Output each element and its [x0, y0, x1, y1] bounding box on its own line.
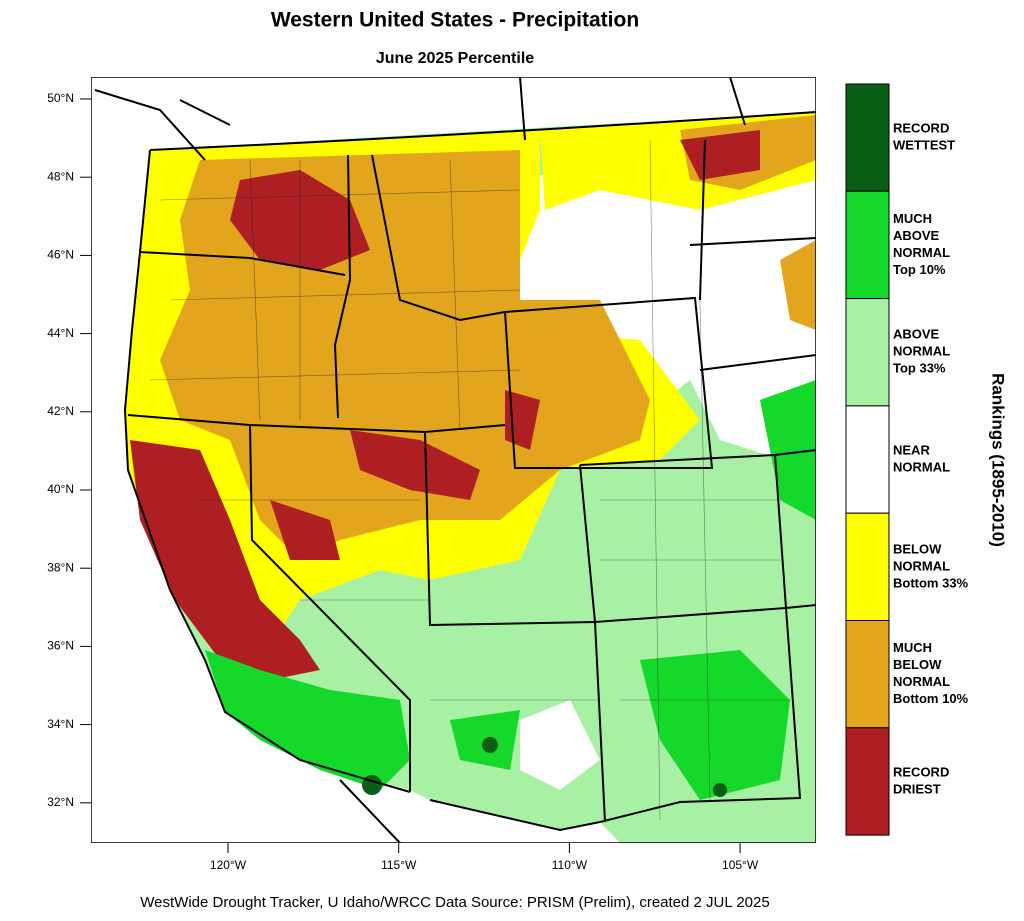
legend-swatch	[845, 727, 890, 836]
lat-label: 44°N	[47, 326, 74, 340]
legend-swatch	[845, 405, 890, 514]
legend-label: BELOW	[893, 657, 942, 672]
lat-label: 48°N	[47, 169, 74, 183]
legend-label: NORMAL	[893, 459, 950, 474]
legend-label: DRIEST	[893, 781, 941, 796]
legend-label: NEAR	[893, 442, 930, 457]
lat-label: 38°N	[47, 560, 74, 574]
legend-swatch	[845, 190, 890, 300]
legend-swatch	[845, 620, 890, 729]
lon-label: 115°W	[381, 858, 417, 872]
legend-label: NORMAL	[893, 674, 950, 689]
legend-label: MUCH	[893, 640, 932, 655]
lon-label: 110°W	[552, 858, 588, 872]
legend-label: BELOW	[893, 541, 942, 556]
lat-label: 42°N	[47, 404, 74, 418]
legend-label: MUCH	[893, 211, 932, 226]
legend-label: Top 10%	[893, 262, 946, 277]
legend-label: Bottom 33%	[893, 575, 969, 590]
legend-label: ABOVE	[893, 327, 940, 342]
lat-label: 40°N	[47, 482, 74, 496]
lat-label: 36°N	[47, 639, 74, 653]
legend-title: Rankings (1895-2010)	[989, 373, 1008, 547]
title: Western United States - Precipitation	[271, 9, 639, 32]
lat-label: 34°N	[47, 717, 74, 731]
legend-label: NORMAL	[893, 245, 950, 260]
footer: WestWide Drought Tracker, U Idaho/WRCC D…	[140, 894, 769, 911]
lon-label: 105°W	[722, 858, 759, 872]
subtitle: June 2025 Percentile	[376, 50, 534, 67]
map	[91, 77, 816, 843]
lon-label: 120°W	[210, 858, 247, 872]
legend-label: NORMAL	[893, 558, 950, 573]
lat-label: 46°N	[47, 248, 74, 262]
lat-label: 50°N	[47, 91, 74, 105]
legend-swatch	[845, 512, 890, 622]
legend-label: Bottom 10%	[893, 691, 969, 706]
lat-label: 32°N	[47, 795, 74, 809]
legend-label: WETTEST	[893, 138, 955, 153]
legend-swatch	[845, 83, 890, 192]
legend-label: RECORD	[893, 121, 949, 136]
legend-swatch	[845, 298, 890, 407]
legend-label: Top 33%	[893, 361, 946, 376]
legend-label: ABOVE	[893, 228, 940, 243]
legend-label: RECORD	[893, 764, 949, 779]
legend-label: NORMAL	[893, 344, 950, 359]
